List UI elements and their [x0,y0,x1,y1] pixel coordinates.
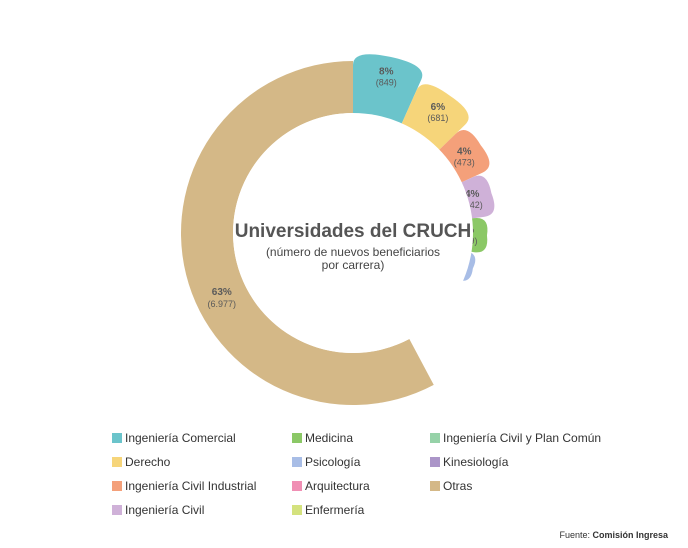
data-label-count: (849) [376,77,397,87]
legend-item-derecho: Derecho [112,455,170,469]
source-name: Comisión Ingresa [592,530,668,540]
legend-item-enfermeria: Enfermería [292,503,364,517]
data-label-percent: 4% [465,189,480,200]
legend-swatch [292,433,302,443]
data-label-count: (442) [462,200,483,210]
legend-label: Medicina [305,431,354,445]
legend-swatch [112,481,122,491]
chart-title: Universidades del CRUCH [234,221,472,242]
chart-legend: Ingeniería Comercial Derecho Ingeniería … [112,431,632,521]
legend-item-psicologia: Psicología [292,455,360,469]
chart-subtitle: (número de nuevos beneficiarios por carr… [243,246,463,272]
source-prefix: Fuente: [559,530,593,540]
legend-label: Derecho [125,455,171,469]
data-label-count: (473) [454,158,475,168]
legend-swatch [292,481,302,491]
source-note: Fuente: Comisión Ingresa [559,530,668,540]
legend-label: Psicología [305,455,361,469]
legend-swatch [292,505,302,515]
data-label-percent: 8% [379,66,394,77]
slice-medicina [468,217,488,253]
legend-swatch [430,433,440,443]
legend-item-ingenieria-civil-industrial: Ingeniería Civil Industrial [112,479,256,493]
legend-swatch [112,505,122,515]
data-label-count: (681) [427,113,448,123]
legend-swatch [430,457,440,467]
legend-label: Ingeniería Civil y Plan Común [443,431,602,445]
data-label-percent: 63% [212,287,232,298]
legend-label: Ingeniería Comercial [125,431,236,445]
legend-item-kinesiologia: Kinesiología [430,455,508,469]
chart-subtitle-line2: por carrera) [321,258,385,272]
legend-label: Enfermería [305,503,365,517]
legend-label: Otras [443,479,473,493]
data-label-percent: 4% [457,147,472,158]
legend-item-ingenieria-civil: Ingeniería Civil [112,503,204,517]
legend-label: Ingeniería Civil Industrial [125,479,257,493]
legend-swatch [112,433,122,443]
legend-swatch [112,457,122,467]
legend-item-otras: Otras [430,479,472,493]
legend-swatch [430,481,440,491]
donut-hole [233,113,473,353]
data-label-percent: 6% [431,102,446,113]
legend-label: Arquitectura [305,479,370,493]
slice-otras [180,61,434,406]
legend-item-ingenieria-civil-y-plan-comun: Ingeniería Civil y Plan Común [430,431,601,445]
legend-label: Ingeniería Civil [125,503,205,517]
legend-item-medicina: Medicina [292,431,353,445]
legend-item-arquitectura: Arquitectura [292,479,370,493]
chart-subtitle-line1: (número de nuevos beneficiarios [265,245,441,259]
slice-ingeniería-comercial [353,54,423,127]
data-label-count: (6.977) [208,299,237,309]
legend-label: Kinesiología [443,455,509,469]
slice-ingeniería-civil-industrial [437,130,490,184]
legend-item-ingenieria-comercial: Ingeniería Comercial [112,431,236,445]
legend-swatch [292,457,302,467]
